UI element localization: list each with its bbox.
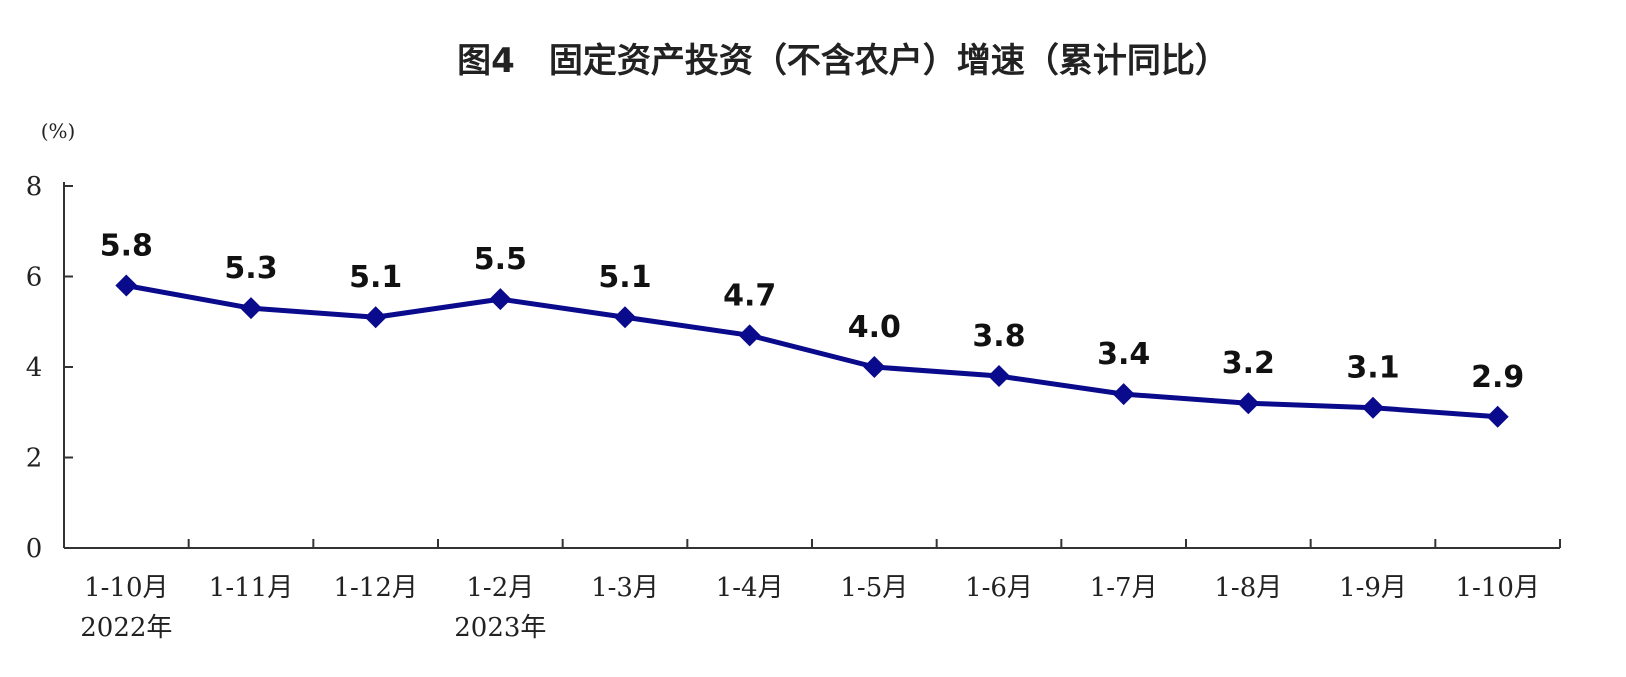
series-line	[123, 283, 1501, 420]
data-label: 5.1	[349, 260, 402, 295]
data-label: 5.5	[474, 242, 527, 277]
y-axis: 0 2 4 6 8	[26, 172, 73, 564]
data-label: 5.1	[598, 260, 651, 295]
x-tick-label: 1-10月	[1455, 573, 1539, 603]
data-label: 2.9	[1471, 360, 1524, 395]
y-tick-label: 0	[26, 534, 43, 564]
x-tick-label: 1-9月	[1339, 573, 1407, 603]
data-point-marker	[614, 306, 636, 329]
x-axis: 1-10月 1-11月 1-12月 1-2月 1-3月 1-4月 1-5月 1-6月 1-7月 1…	[63, 539, 1561, 643]
data-label: 5.8	[100, 229, 153, 264]
y-tick-label: 8	[26, 172, 43, 202]
data-point-marker	[489, 288, 512, 311]
data-point-marker	[1112, 383, 1135, 406]
data-label: 3.1	[1346, 351, 1399, 386]
data-point-marker	[988, 365, 1010, 388]
data-label-group: 5.8 5.3 5.1 5.5 5.1 4.7 4.0 3.8 3.4 3.2 3.1 2.9	[100, 229, 1524, 395]
data-label: 4.7	[723, 278, 776, 313]
x-tick-label: 1-3月	[591, 573, 659, 603]
data-point-marker	[1362, 396, 1384, 419]
data-point-marker	[738, 324, 761, 347]
data-point-marker	[364, 306, 387, 329]
data-label: 3.2	[1222, 346, 1275, 381]
data-label: 3.8	[972, 319, 1025, 354]
data-point-marker	[115, 274, 138, 297]
x-tick-label: 1-10月	[84, 573, 168, 603]
y-tick-label: 6	[26, 263, 43, 293]
data-point-marker	[1237, 392, 1260, 415]
data-label: 5.3	[224, 251, 277, 286]
y-axis-unit: (%)	[41, 119, 76, 143]
x-tick-label: 1-11月	[209, 573, 293, 603]
data-marker-group	[115, 274, 1509, 428]
x-year-label: 2023年	[454, 613, 546, 643]
series-line-group	[123, 283, 1501, 420]
x-tick-label: 1-4月	[716, 573, 784, 603]
data-label: 3.4	[1097, 337, 1150, 372]
data-point-marker	[240, 297, 262, 320]
y-tick-label: 2	[26, 444, 43, 474]
x-tick-label: 1-6月	[965, 573, 1033, 603]
x-tick-label: 1-12月	[333, 573, 417, 603]
x-tick-label: 1-8月	[1214, 573, 1282, 603]
chart-title: 图4 固定资产投资（不含农户）增速（累计同比）	[457, 41, 1229, 81]
x-year-label: 2022年	[80, 613, 172, 643]
x-tick-label: 1-7月	[1090, 573, 1158, 603]
data-point-marker	[1486, 405, 1509, 428]
y-tick-label: 4	[26, 353, 43, 383]
x-tick-label: 1-2月	[466, 573, 534, 603]
data-point-marker	[863, 356, 886, 378]
x-tick-label: 1-5月	[840, 573, 908, 603]
data-label: 4.0	[848, 310, 901, 345]
